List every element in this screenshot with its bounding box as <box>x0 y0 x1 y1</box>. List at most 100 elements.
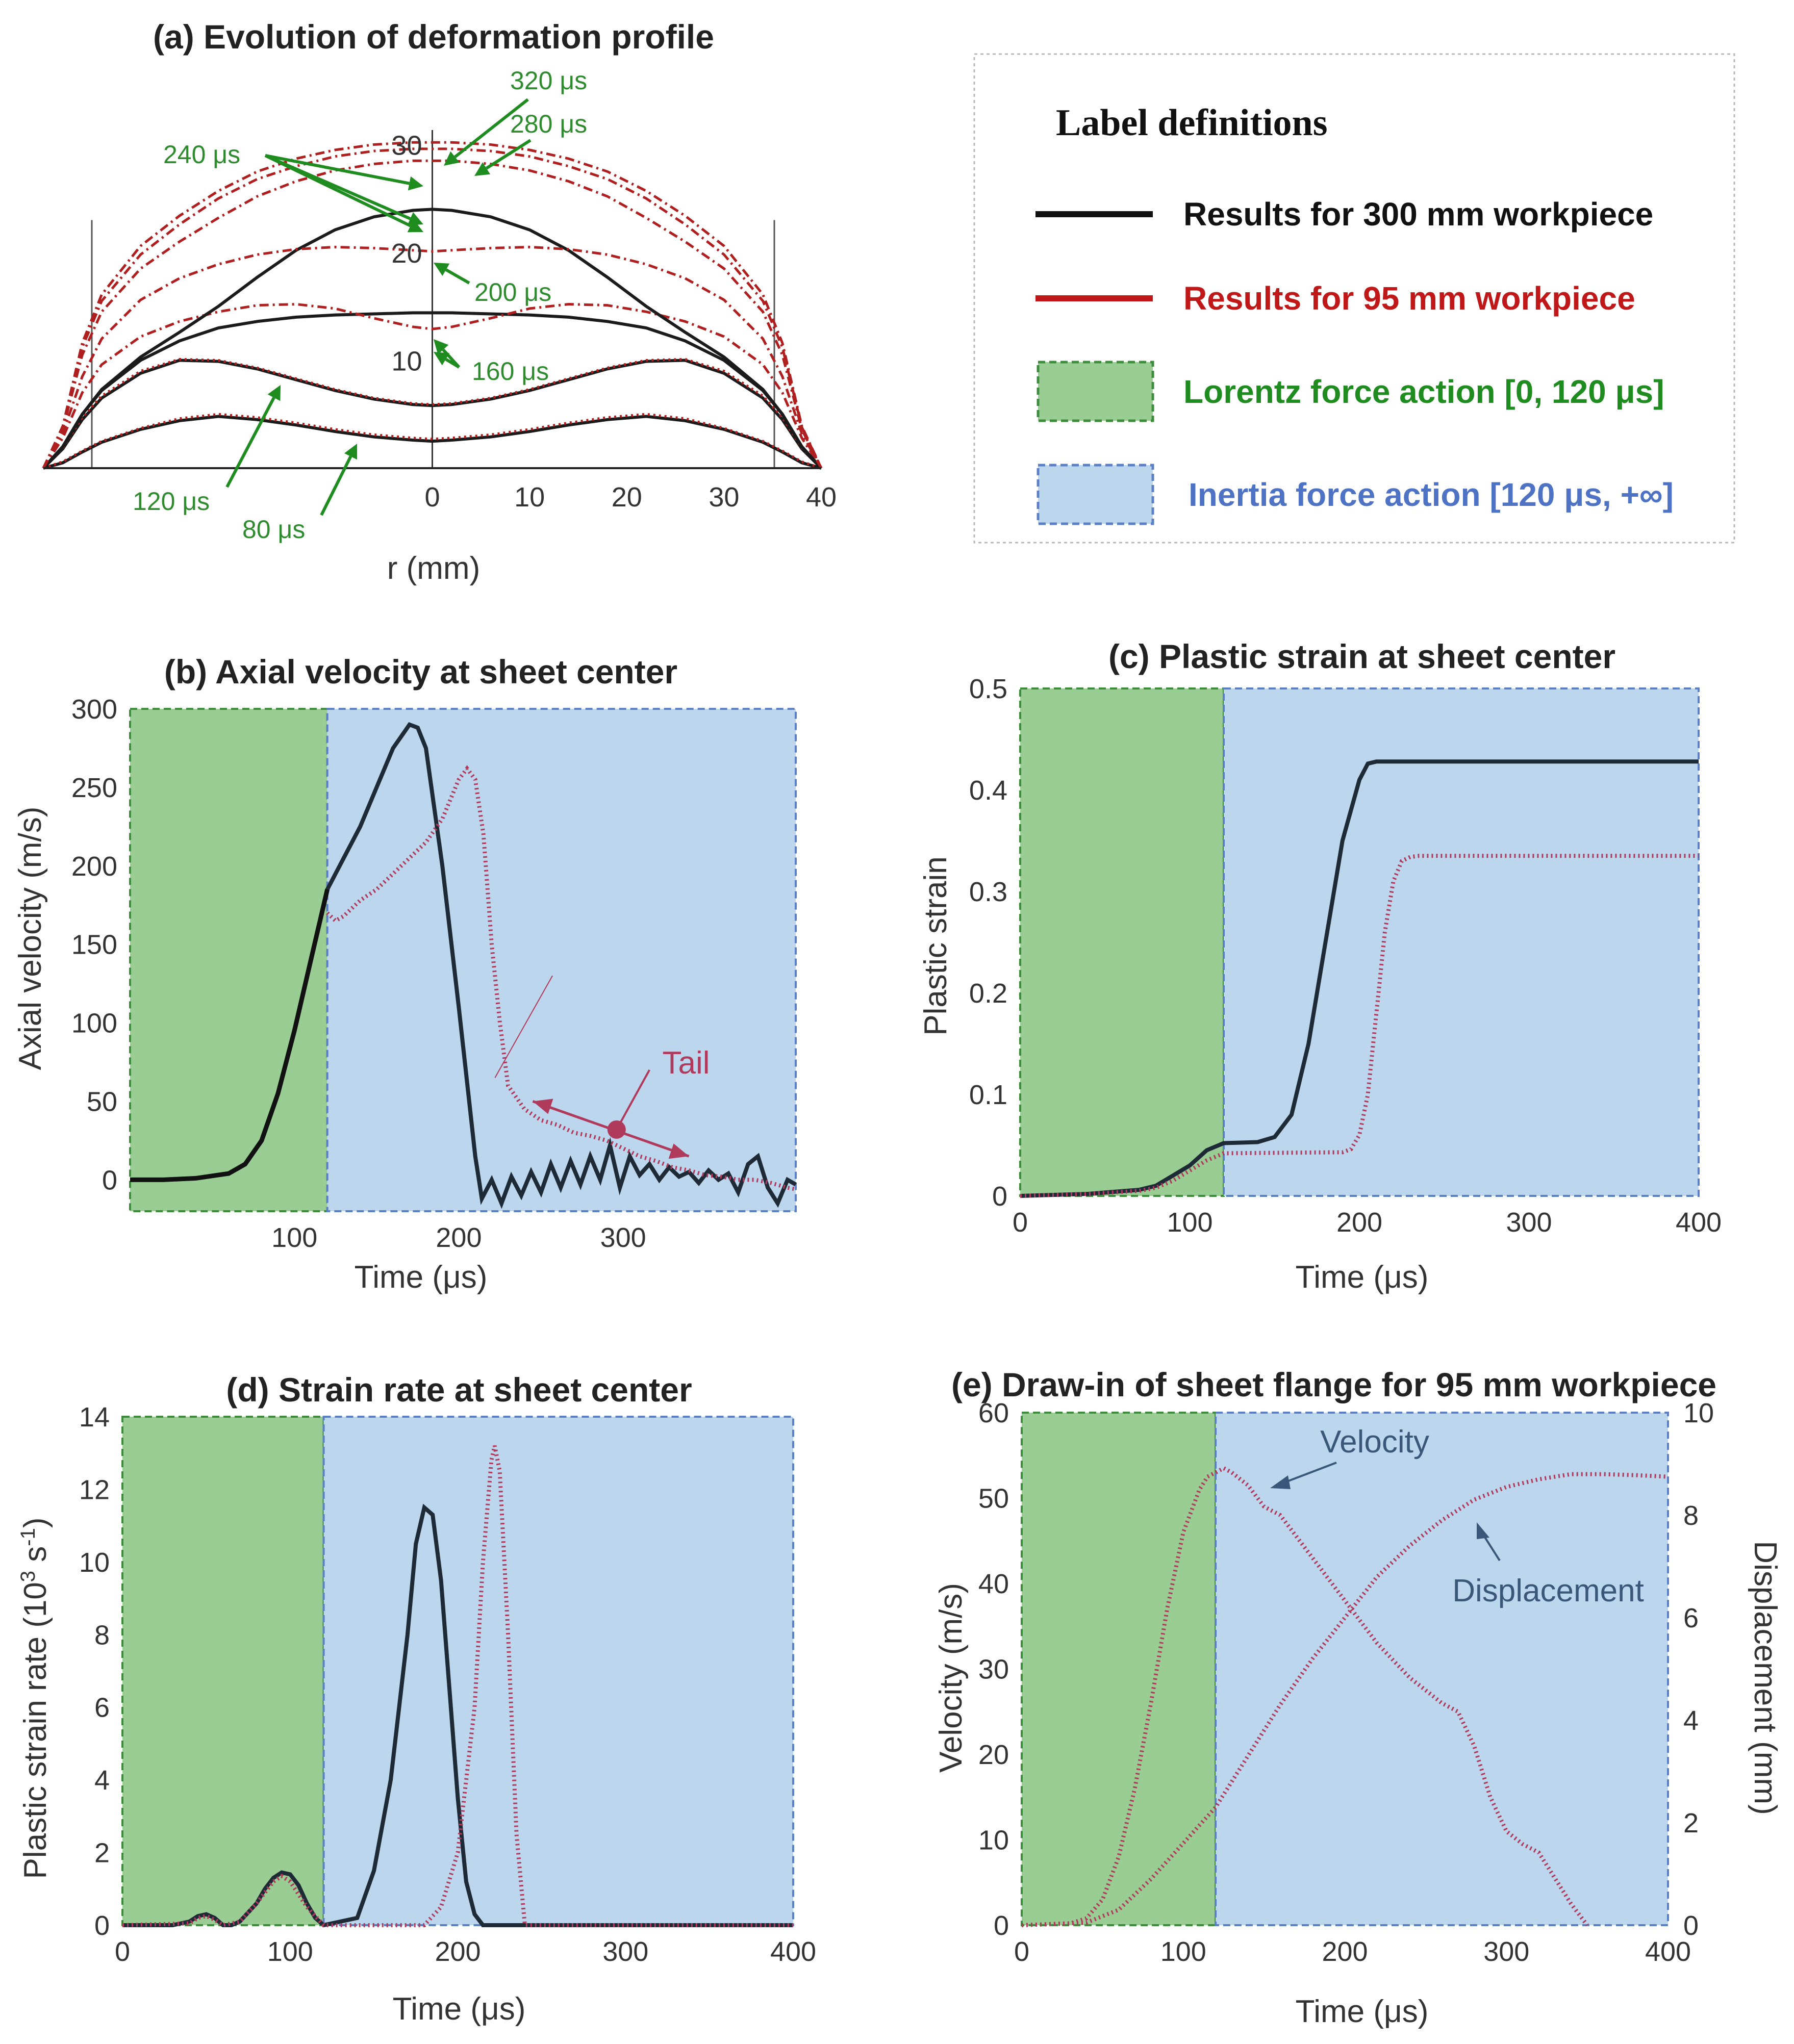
a-annotation-arrow <box>454 98 529 159</box>
c-xtick-label: 0 <box>1013 1207 1028 1238</box>
d-xtick-label: 100 <box>267 1936 313 1967</box>
a-profile-curve-10 <box>42 141 823 469</box>
d-ytick-label: 10 <box>79 1547 110 1578</box>
e-velocity-pointer-head <box>1270 1475 1291 1489</box>
c-ytick-label: 0.2 <box>969 978 1007 1009</box>
c-ytick-label: 0.5 <box>969 674 1007 704</box>
a-annotation-arrowhead <box>408 176 423 191</box>
c-xtick-label: 200 <box>1336 1207 1382 1238</box>
b-region-lorentz <box>129 708 329 1212</box>
legend-swatch-lorentz <box>1037 361 1154 422</box>
c-region-lorentz <box>1019 687 1225 1197</box>
a-annotation-arrow <box>264 154 412 227</box>
a-annotation-arrow <box>445 268 470 285</box>
b-xtick-label: 100 <box>271 1222 317 1253</box>
a-profile-curve-3 <box>42 357 822 469</box>
a-profile-curve-8 <box>42 159 823 469</box>
e-region-inertia <box>1215 1412 1670 1926</box>
a-annotation-arrow <box>445 357 460 369</box>
panel-c-plot-area: 0 100 200 300 400 0 0.1 0.2 0.3 0.4 0.5 <box>969 674 1722 1238</box>
a-time-annotation: 200 μs <box>474 278 551 306</box>
a-annotation-arrow <box>486 139 532 170</box>
b-ytick-label: 100 <box>71 1008 117 1039</box>
d-ytick-label: 6 <box>94 1693 110 1723</box>
e-right-ytick-label: 10 <box>1683 1398 1714 1428</box>
b-tail-arrowhead-left <box>533 1098 553 1114</box>
c-ytick-label: 0.1 <box>969 1080 1007 1110</box>
panel-b-tail-note: Tail <box>662 1045 710 1081</box>
panel-d-plot-area: 0 100 200 300 400 0 2 4 6 8 10 12 14 <box>79 1402 816 1967</box>
e-xtick-label: 100 <box>1160 1936 1206 1967</box>
d-xtick-label: 200 <box>435 1936 481 1967</box>
a-xtick-label: 0 <box>424 482 440 513</box>
b-ytick-label: 50 <box>87 1087 117 1117</box>
panel-c-ylabel: Plastic strain <box>918 856 953 1035</box>
b-tail-arrowhead-right <box>668 1143 689 1159</box>
panel-b-title: (b) Axial velocity at sheet center <box>164 653 677 691</box>
e-right-ytick-label: 6 <box>1683 1603 1699 1633</box>
panel-d-strain-rate: (d) Strain rate at sheet center 0 100 200 3… <box>17 1371 816 2027</box>
b-xtick-label: 200 <box>436 1222 482 1253</box>
panel-b-xlabel: Time (μs) <box>355 1260 488 1295</box>
e-xtick-label: 0 <box>1014 1936 1029 1967</box>
e-displacement-pointer-head <box>1477 1522 1489 1539</box>
a-ytick-label-hidden: 30 <box>391 130 422 161</box>
legend-label-lorentz: Lorentz force action [0, 120 μs] <box>1183 373 1664 410</box>
legend-label-inertia: Inertia force action [120 μs, +∞] <box>1189 476 1674 513</box>
panel-b-plot-area: 100 200 300 0 50 100 150 200 250 300 <box>71 694 797 1253</box>
panel-e-xlabel: Time (μs) <box>1296 1994 1429 2029</box>
legend-label-95mm: Results for 95 mm workpiece <box>1183 280 1635 317</box>
a-time-annotation: 120 μs <box>133 487 210 516</box>
panel-c-plastic-strain: (c) Plastic strain at sheet center 0 100 2… <box>918 637 1722 1295</box>
a-annotation-arrow <box>265 154 410 185</box>
b-region-inertia <box>326 708 797 1212</box>
b-ytick-label: 250 <box>71 773 117 803</box>
panel-c-title: (c) Plastic strain at sheet center <box>1108 637 1615 675</box>
a-xtick-label: 40 <box>806 482 837 513</box>
e-ytick-label: 60 <box>978 1398 1009 1428</box>
a-annotation-arrowhead <box>407 212 423 225</box>
d-ytick-label: 8 <box>94 1620 110 1650</box>
a-time-annotation: 280 μs <box>510 110 587 138</box>
e-region-lorentz <box>1021 1412 1217 1926</box>
a-annotation-arrowhead <box>434 352 450 366</box>
a-profile-curve-1 <box>43 413 822 470</box>
e-right-ytick-label: 2 <box>1683 1808 1699 1838</box>
a-annotation-arrow <box>225 397 275 488</box>
panel-a-deformation-profile: (a) Evolution of deformation profile 0 10… <box>42 18 837 586</box>
c-series-secondary <box>1020 854 1699 1198</box>
d-xtick-label: 300 <box>602 1936 648 1967</box>
e-ytick-label: 10 <box>978 1825 1009 1856</box>
a-time-annotation: 320 μs <box>510 66 587 95</box>
legend-label-300mm: Results for 300 mm workpiece <box>1183 196 1653 233</box>
a-time-annotation: 240 μs <box>163 140 240 169</box>
panel-d-title: (d) Strain rate at sheet center <box>226 1371 692 1409</box>
a-xtick-label: 20 <box>612 482 642 513</box>
c-xtick-label: 100 <box>1167 1207 1212 1238</box>
a-profile-curve-6 <box>42 208 823 470</box>
a-xtick-label: 30 <box>709 482 739 513</box>
panel-e-y2label: Displacement (mm) <box>1748 1541 1783 1815</box>
d-ytick-label: 2 <box>94 1838 110 1869</box>
e-right-ytick-label: 0 <box>1683 1910 1699 1941</box>
d-series-secondary <box>122 1445 793 1928</box>
d-region-lorentz <box>121 1416 325 1926</box>
a-time-annotation: 160 μs <box>472 357 549 386</box>
a-annotation-arrowhead <box>344 444 357 460</box>
b-series-primary-early <box>130 888 330 1182</box>
e-ytick-label: 40 <box>978 1569 1009 1599</box>
a-annotation-arrow <box>320 455 352 516</box>
e-ytick-label: 50 <box>978 1484 1009 1514</box>
panel-b-axial-velocity: (b) Axial velocity at sheet center 100 20… <box>13 653 797 1295</box>
legend-box: Label definitions Results for 300 mm wor… <box>973 53 1735 544</box>
a-time-annotation: 80 μs <box>242 515 305 544</box>
a-annotation-arrowhead <box>474 162 491 176</box>
e-right-ytick-label: 8 <box>1683 1500 1699 1531</box>
panel-d-xlabel: Time (μs) <box>393 1991 526 2027</box>
b-series-secondary <box>325 765 796 1191</box>
e-velocity-pointer <box>1280 1462 1337 1485</box>
a-profile-curve-5 <box>42 302 823 469</box>
c-xtick-label: 300 <box>1506 1207 1552 1238</box>
